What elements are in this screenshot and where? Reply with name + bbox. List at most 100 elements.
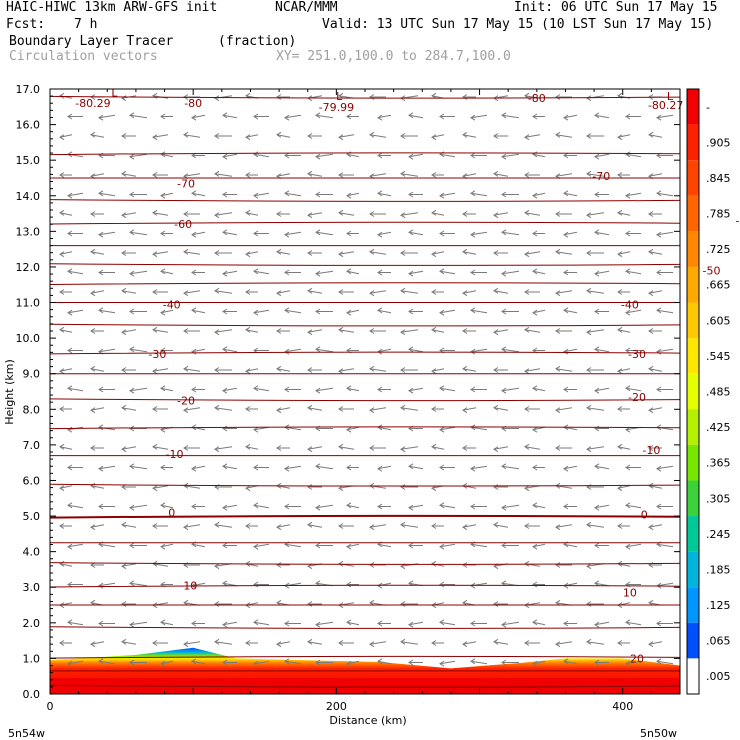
- circulation-vector: [625, 621, 642, 626]
- circulation-vector-head: [214, 446, 220, 453]
- circulation-vector-head: [245, 134, 251, 141]
- circulation-vector: [431, 212, 445, 216]
- circulation-vector: [586, 407, 605, 411]
- circulation-vector-head: [152, 134, 158, 141]
- circulation-vector-head: [462, 407, 468, 414]
- circulation-vector: [183, 641, 201, 645]
- circulation-vector-head: [152, 326, 158, 333]
- circulation-vector-head: [563, 503, 569, 510]
- circulation-vector-head: [439, 230, 445, 237]
- circulation-vector-head: [338, 172, 344, 178]
- circulation-vector: [369, 251, 387, 255]
- circulation-vector-head: [160, 113, 166, 120]
- circulation-vector: [617, 134, 631, 138]
- circulation-vector-head: [191, 114, 197, 121]
- temperature-contour: [49, 426, 681, 430]
- circulation-vector-head: [245, 209, 251, 216]
- circulation-vector-head: [617, 209, 623, 216]
- circulation-vector: [222, 621, 238, 626]
- circulation-vector: [284, 660, 302, 665]
- circulation-vector: [191, 231, 206, 236]
- circulation-vector-head: [315, 229, 321, 236]
- circulation-vector-head: [276, 365, 282, 372]
- circulation-vector-head: [431, 251, 437, 258]
- circulation-vector: [90, 134, 105, 138]
- circulation-vector-head: [369, 328, 375, 334]
- circulation-vector-head: [400, 484, 406, 490]
- temperature-contour: [49, 626, 681, 629]
- circulation-vector-head: [400, 250, 406, 256]
- circulation-vector-head: [67, 502, 73, 509]
- circulation-vector: [439, 543, 456, 548]
- circulation-vector-head: [315, 463, 321, 470]
- circulation-vector-head: [315, 542, 321, 549]
- circulation-vector-head: [400, 601, 406, 607]
- circulation-vector-head: [59, 368, 65, 375]
- circulation-vector: [400, 524, 419, 528]
- circulation-vector-head: [369, 131, 375, 138]
- circulation-vector: [67, 387, 84, 392]
- circulation-vector: [377, 309, 392, 314]
- circulation-vector-head: [276, 94, 282, 100]
- circulation-vector: [152, 134, 169, 138]
- contour-label: -60: [735, 215, 740, 228]
- circulation-vector-head: [656, 658, 662, 665]
- circulation-vector-head: [431, 134, 437, 141]
- circulation-vector: [594, 153, 610, 158]
- circulation-vector-head: [276, 407, 282, 414]
- vector-name: Circulation vectors: [9, 49, 158, 64]
- circulation-vector: [121, 524, 137, 528]
- circulation-vector: [563, 465, 578, 470]
- circulation-vector-head: [315, 153, 321, 160]
- circulation-vector-head: [439, 660, 445, 667]
- circulation-vector: [501, 153, 520, 158]
- circulation-vector-head: [59, 560, 65, 567]
- circulation-vector-head: [346, 426, 352, 433]
- circulation-vector-head: [470, 658, 476, 665]
- circulation-vector-head: [191, 307, 197, 314]
- colorbar-swatch: [687, 266, 699, 303]
- circulation-vector-head: [183, 599, 189, 606]
- circulation-vector-head: [625, 230, 631, 237]
- circulation-vector-head: [129, 112, 135, 119]
- circulation-vector: [214, 290, 233, 294]
- circulation-vector: [245, 446, 259, 450]
- circulation-vector-head: [563, 114, 569, 121]
- circulation-vector-head: [369, 524, 375, 531]
- circulation-vector-head: [253, 426, 259, 433]
- circulation-vector: [524, 212, 541, 216]
- circulation-vector-head: [59, 289, 65, 295]
- circulation-vector-head: [524, 172, 530, 178]
- circulation-vector-head: [501, 191, 507, 198]
- circulation-vector-head: [369, 641, 375, 648]
- circulation-vector: [160, 192, 174, 197]
- circulation-vector-head: [439, 268, 445, 275]
- circulation-vector: [346, 270, 360, 275]
- circulation-vector-head: [346, 464, 352, 471]
- circulation-vector: [563, 348, 578, 353]
- circulation-vector: [307, 407, 323, 411]
- circulation-vector-head: [586, 521, 592, 528]
- circulation-vector-head: [625, 268, 631, 275]
- circulation-vector: [253, 426, 270, 431]
- circulation-vector: [98, 582, 116, 587]
- contour-label: -30: [148, 348, 166, 361]
- circulation-vector: [470, 465, 488, 470]
- circulation-vector-head: [501, 504, 507, 511]
- circulation-vector-head: [493, 446, 499, 453]
- circulation-vector-head: [656, 386, 662, 393]
- circulation-vector-head: [67, 268, 73, 275]
- circulation-vector-head: [648, 211, 654, 217]
- circulation-vector-head: [245, 443, 251, 450]
- circulation-vector: [129, 270, 148, 275]
- circulation-vector-head: [586, 170, 592, 177]
- circulation-vector: [284, 465, 302, 470]
- circulation-vector-head: [121, 170, 127, 177]
- circulation-vector-head: [501, 463, 507, 470]
- circulation-vector: [470, 426, 488, 431]
- circulation-vector: [431, 134, 445, 138]
- circulation-vector: [501, 114, 520, 119]
- circulation-vector-head: [284, 620, 290, 627]
- circulation-vector: [586, 290, 605, 294]
